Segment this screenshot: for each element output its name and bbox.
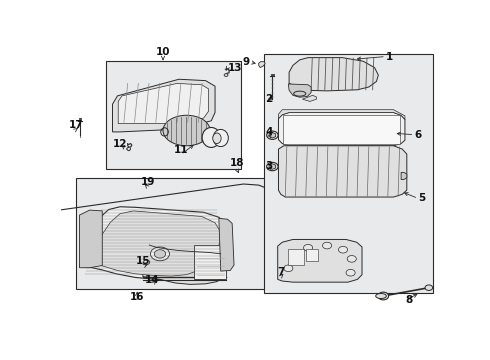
Polygon shape [278,239,362,282]
Polygon shape [143,243,226,284]
Text: 8: 8 [405,296,412,305]
Bar [194,245,226,279]
Text: 16: 16 [130,292,145,302]
Polygon shape [278,112,405,146]
Text: 3: 3 [266,161,272,171]
Bar [283,115,400,144]
Ellipse shape [202,127,220,148]
Bar [306,249,318,261]
Bar [288,249,303,265]
Text: 5: 5 [418,193,425,203]
Text: 10: 10 [156,46,170,57]
Bar [75,177,266,288]
Polygon shape [79,210,102,268]
Circle shape [154,250,166,258]
Polygon shape [288,84,311,97]
Polygon shape [289,58,378,91]
Circle shape [293,253,302,260]
Text: 7: 7 [277,267,284,276]
Ellipse shape [213,133,221,144]
Polygon shape [219,219,234,271]
Text: 14: 14 [145,275,160,285]
Polygon shape [302,95,317,102]
Circle shape [284,265,293,271]
Polygon shape [113,79,215,132]
Text: 12: 12 [113,139,128,149]
Circle shape [339,246,347,253]
Circle shape [425,285,433,291]
Polygon shape [79,207,228,280]
Circle shape [224,74,228,76]
Text: 13: 13 [227,63,242,73]
Circle shape [267,162,278,171]
Polygon shape [259,62,265,68]
Text: 17: 17 [69,120,83,130]
Ellipse shape [376,293,386,298]
Polygon shape [90,211,220,276]
Circle shape [150,247,170,261]
Polygon shape [278,110,405,120]
Text: 9: 9 [243,57,250,67]
Ellipse shape [163,115,210,146]
Circle shape [346,269,355,276]
Text: 2: 2 [266,94,272,104]
Circle shape [322,242,332,249]
Circle shape [144,260,150,264]
Text: 6: 6 [415,130,422,140]
Text: 18: 18 [229,158,244,168]
Polygon shape [401,172,407,180]
Text: 15: 15 [136,256,150,266]
Text: 1: 1 [386,51,393,62]
Text: 19: 19 [141,177,155,187]
Text: 4: 4 [265,127,272,138]
Bar [265,54,434,293]
Polygon shape [278,146,407,197]
Circle shape [347,256,356,262]
Circle shape [303,244,313,251]
Bar [106,61,241,169]
Circle shape [267,131,278,139]
Text: 11: 11 [173,145,188,155]
Ellipse shape [213,129,228,147]
Polygon shape [118,84,209,123]
Circle shape [378,292,389,300]
